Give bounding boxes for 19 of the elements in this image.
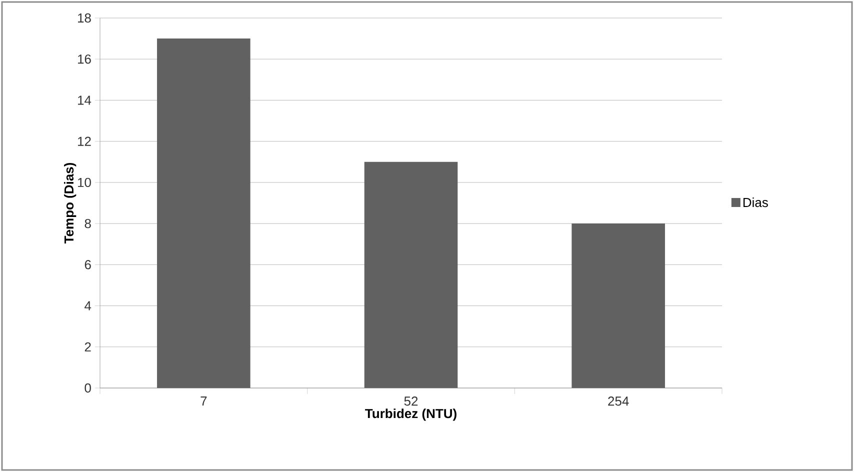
- y-tick-label: 12: [78, 136, 91, 146]
- y-tick-label: 6: [84, 260, 91, 270]
- y-tick-label: 0: [84, 383, 91, 393]
- x-tick-label: 254: [608, 396, 629, 406]
- y-tick-label: 14: [78, 96, 92, 105]
- y-tick-label: 2: [84, 342, 91, 352]
- y-tick-label: 18: [78, 13, 91, 23]
- bar: [364, 162, 458, 388]
- legend-label: Dias: [743, 198, 768, 208]
- y-axis-title: Tempo (Dias): [64, 162, 76, 244]
- bar: [572, 224, 665, 388]
- y-tick-label: 4: [84, 301, 92, 310]
- x-axis-title: Turbidez (NTU): [365, 408, 456, 421]
- y-tick-label: 16: [78, 54, 91, 64]
- bar: [157, 38, 250, 388]
- y-tick-label: 10: [78, 178, 91, 188]
- x-tick-label: 52: [404, 396, 418, 406]
- y-tick-label: 8: [84, 218, 91, 228]
- x-tick-label: 7: [200, 396, 207, 406]
